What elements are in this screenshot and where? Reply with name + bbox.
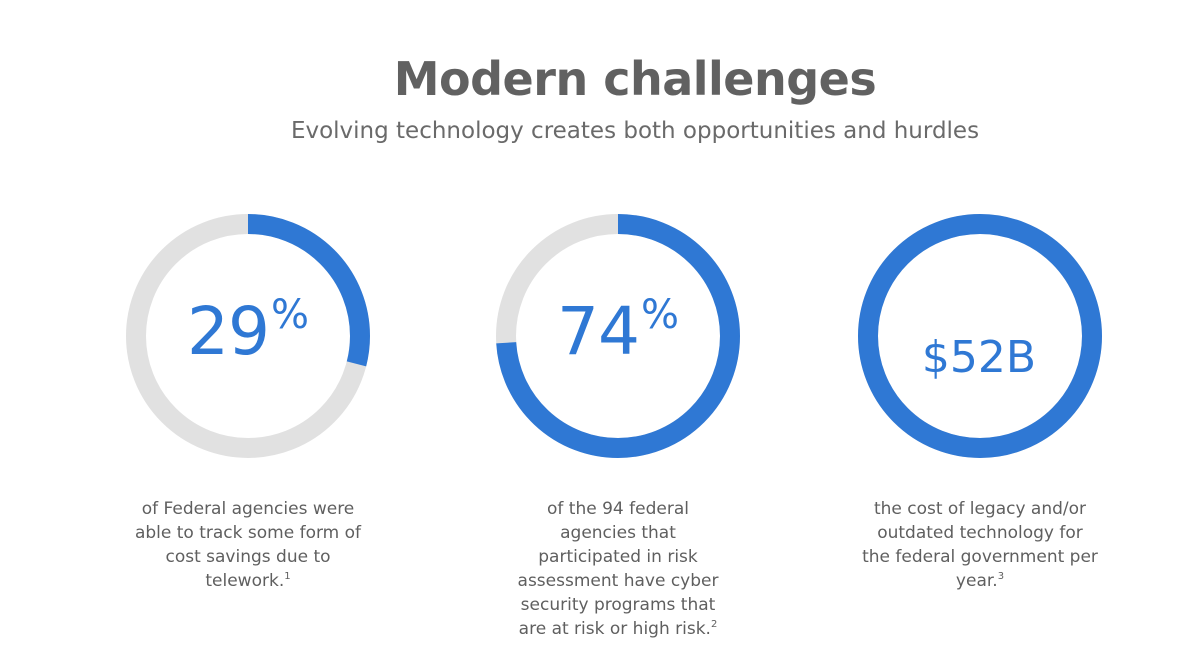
stat-suffix: % — [270, 292, 309, 338]
footnote-marker: 3 — [997, 571, 1005, 582]
footnote-marker: 1 — [284, 571, 291, 582]
stat-number: 29 — [187, 293, 270, 370]
donut-chart-legacy-cost — [858, 214, 1102, 458]
stat-number: $52B — [921, 332, 1037, 383]
page-title: Modern challenges — [393, 52, 877, 106]
donut-arc-value — [858, 214, 1102, 458]
stat-card-cyber: 74% of the 94 federal agencies that part… — [448, 205, 788, 639]
stat-value: 29% — [78, 295, 418, 365]
stat-card-legacy-cost: $52B the cost of legacy and/or outdated … — [810, 205, 1150, 625]
donut-arc-value — [496, 214, 740, 458]
stat-value: 74% — [448, 295, 788, 365]
caption-text: of Federal agencies were able to track s… — [134, 499, 362, 591]
stat-card-telework: 29% of Federal agencies were able to tra… — [78, 205, 418, 625]
stat-caption: of the 94 federal agencies that particip… — [448, 497, 788, 641]
caption-text: of the 94 federal agencies that particip… — [517, 499, 719, 639]
stat-caption: of Federal agencies were able to track s… — [78, 497, 418, 593]
donut-chart-telework — [126, 214, 370, 458]
donut-chart-cyber — [496, 214, 740, 458]
footnote-marker: 2 — [710, 619, 718, 630]
donut-arc-value — [126, 214, 370, 458]
stat-value: $52B — [810, 313, 1150, 380]
stat-suffix: % — [640, 292, 679, 338]
caption-text: the cost of legacy and/or outdated techn… — [862, 499, 1098, 591]
page-subtitle: Evolving technology creates both opportu… — [290, 118, 980, 144]
stat-caption: the cost of legacy and/or outdated techn… — [810, 497, 1150, 593]
stat-number: 74 — [557, 293, 640, 370]
